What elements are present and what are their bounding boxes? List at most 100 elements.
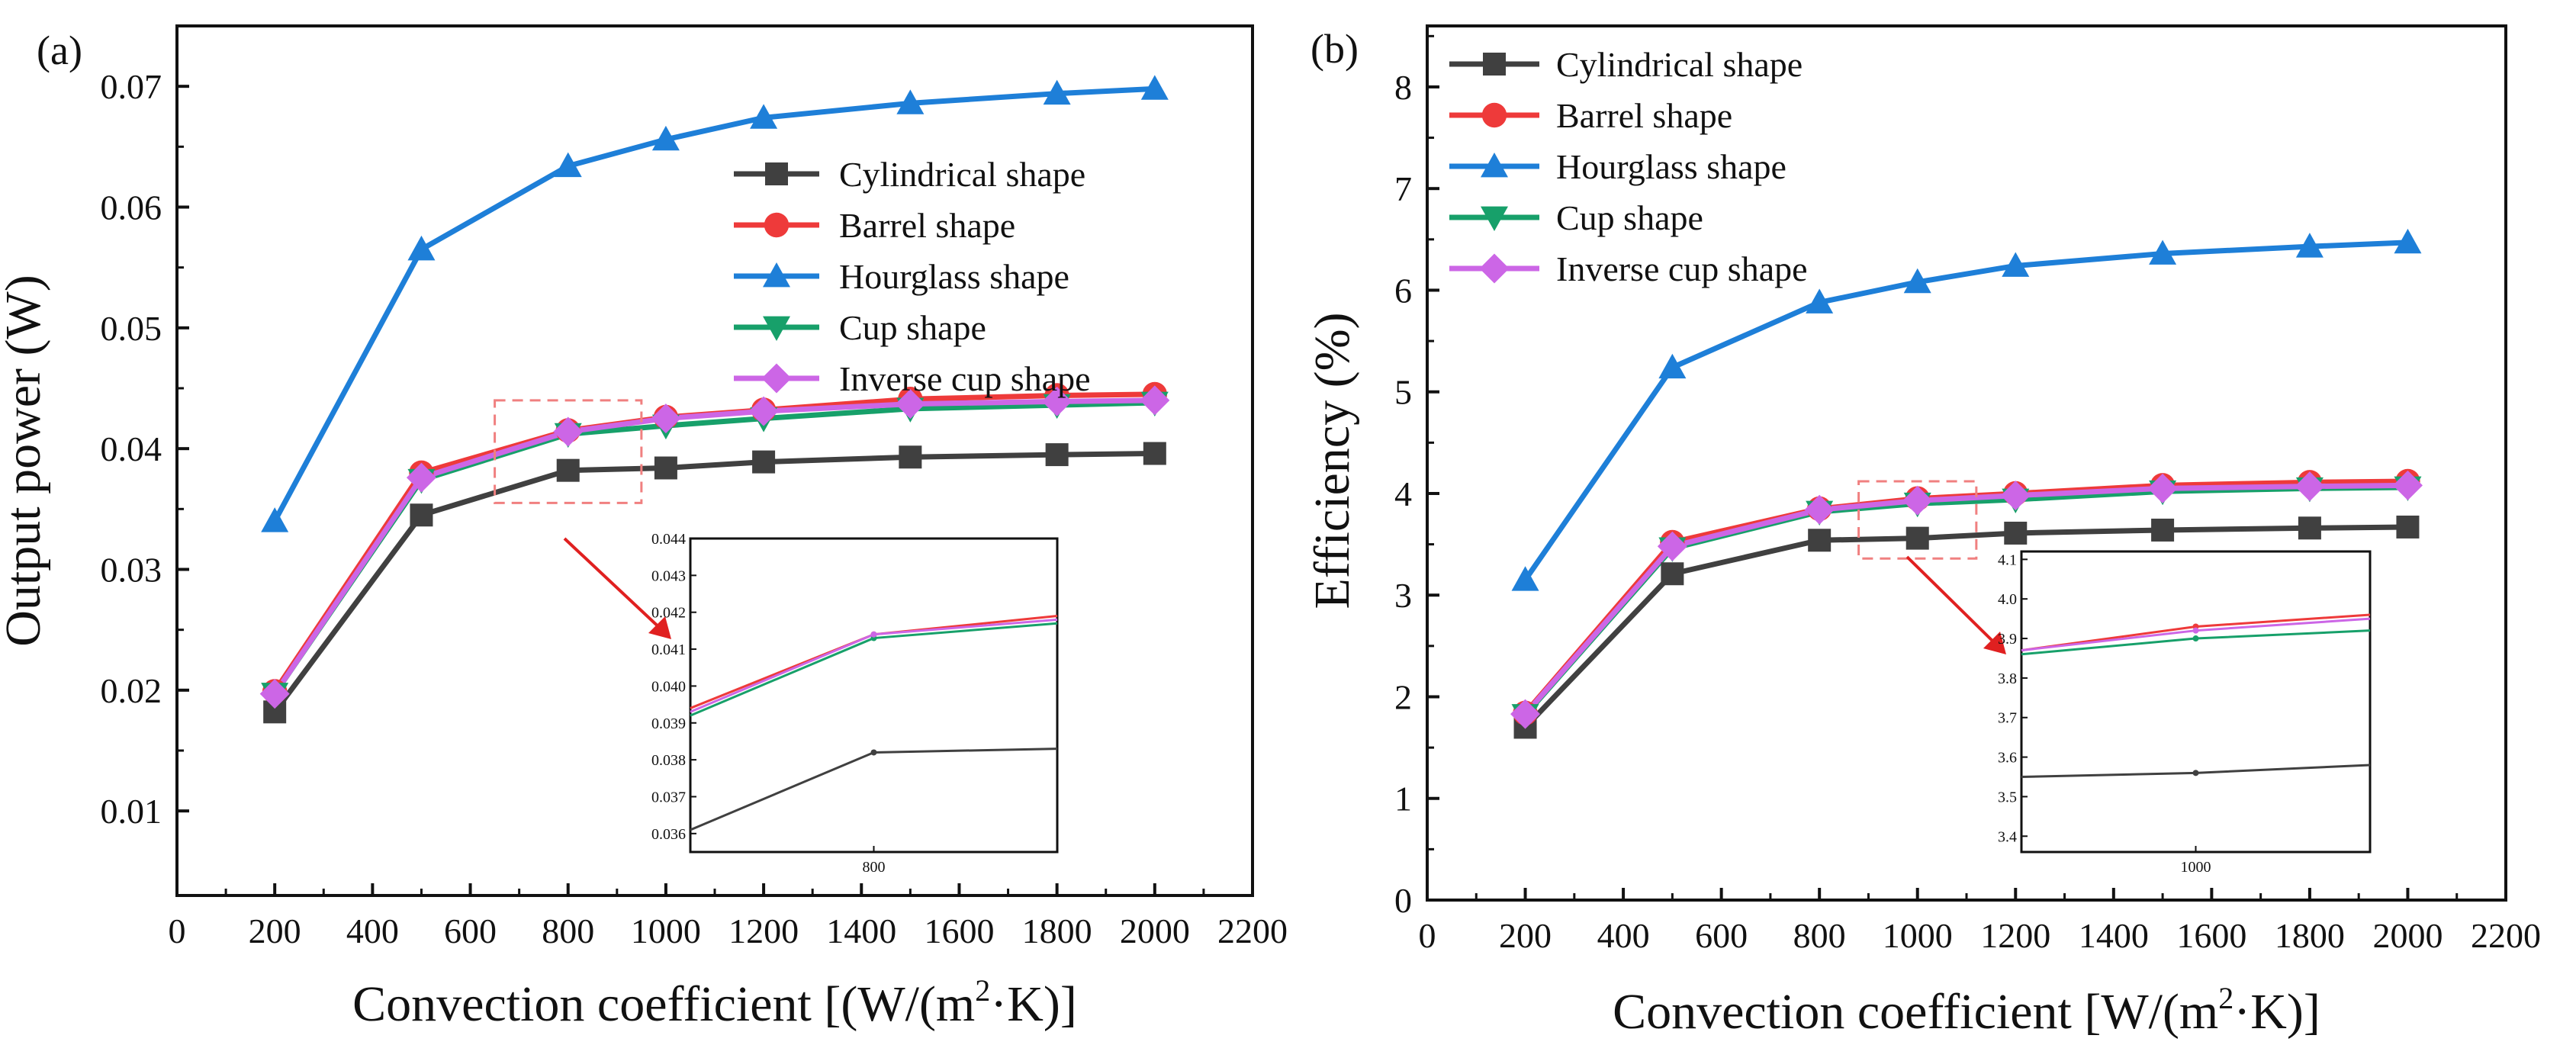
data-point [1042, 386, 1073, 416]
data-point [556, 458, 580, 482]
data-point [2392, 470, 2423, 500]
zoom-box [494, 399, 643, 504]
x-tick-label: 400 [346, 911, 399, 950]
x-axis-label-prefix: Convection coefficient [(W/(m [352, 976, 975, 1032]
data-point [1905, 526, 1929, 550]
legend-label: Cup shape [839, 308, 986, 347]
series-line-4 [272, 397, 1155, 696]
data-point [2004, 521, 2028, 545]
y-tick-label: 5 [1394, 373, 1412, 412]
x-tick-label: 600 [444, 911, 497, 950]
x-tick-label: 2000 [1120, 911, 1190, 950]
x-tick-label: 600 [1695, 916, 1748, 955]
inset-y-tick-label: 3.5 [1998, 789, 2017, 805]
data-point [407, 235, 436, 261]
data-point [895, 389, 925, 420]
x-tick-label: 1200 [728, 911, 799, 950]
legend-marker [765, 162, 788, 185]
data-point [651, 125, 680, 151]
y-tick-label: 0.06 [101, 188, 162, 227]
x-axis-label-sup: 2 [2218, 981, 2233, 1015]
x-tick-label: 1400 [2079, 916, 2149, 955]
legend-label: Hourglass shape [1556, 147, 1786, 186]
data-point [1806, 288, 1834, 313]
y-tick-label: 0.03 [101, 551, 162, 590]
x-axis-label-suffix: ·K)] [990, 976, 1077, 1032]
x-axis-label-prefix: Convection coefficient [W/(m [1613, 984, 2218, 1040]
data-point [2295, 471, 2325, 502]
legend-marker [763, 316, 790, 341]
legend-marker [1483, 53, 1506, 76]
data-point [752, 450, 776, 474]
inset-data-point [2192, 770, 2199, 776]
inset-y-tick-label: 0.040 [651, 678, 686, 695]
x-axis-label-sup: 2 [975, 973, 990, 1008]
zoom-arrow-head [1983, 632, 2006, 654]
data-point [406, 462, 436, 493]
data-point [1043, 79, 1071, 105]
y-tick-label: 0.07 [101, 67, 162, 106]
y-tick-label: 0.02 [101, 671, 162, 710]
zoom-box [1857, 480, 1978, 560]
inset-data-point [2192, 635, 2199, 642]
data-point [1902, 485, 1933, 516]
data-point [259, 679, 290, 709]
x-axis-label-suffix: ·K)] [2233, 984, 2320, 1040]
inset-frame [689, 537, 1059, 854]
inset-y-tick-label: 0.039 [651, 715, 686, 732]
data-point [2394, 228, 2422, 254]
y-tick-label: 0.05 [101, 309, 162, 348]
y-tick-label: 6 [1394, 271, 1412, 310]
inset-chart: 3.4 3.5 3.6 3.7 3.8 3.9 4.0 4.1 1000 [1998, 550, 2372, 876]
panel-label: (b) [1311, 26, 1359, 72]
data-point [1140, 75, 1169, 100]
x-tick-label: 1800 [2275, 916, 2345, 955]
chart-panel-b: 0 200 400 600 800 1000 1200 1400 1600 1800 2000 220… [1304, 24, 2541, 1040]
inset-data-point [870, 631, 877, 638]
x-tick-label: 400 [1597, 916, 1650, 955]
inset-frame [2020, 550, 2372, 854]
series-line-0 [272, 451, 1155, 714]
inset-y-tick-label: 4.1 [1998, 551, 2017, 568]
data-point [410, 503, 433, 527]
inset-y-tick-label: 0.044 [651, 531, 686, 548]
legend-marker [1481, 102, 1507, 128]
data-point [1143, 442, 1166, 465]
x-tick-label: 2200 [1217, 911, 1288, 950]
x-tick-label: 1800 [1022, 911, 1092, 950]
x-tick-label: 1400 [826, 911, 896, 950]
data-point [2396, 515, 2420, 539]
inset-y-tick-label: 0.042 [651, 605, 686, 622]
y-tick-label: 3 [1394, 576, 1412, 615]
y-axis-label: Output power (W) [0, 275, 51, 647]
zoom-arrow [1905, 555, 2000, 648]
legend-label: Cylindrical shape [1556, 45, 1803, 84]
y-tick-label: 2 [1394, 677, 1412, 716]
inset-x-tick-label: 800 [863, 859, 886, 876]
inset-y-tick-label: 3.8 [1998, 670, 2017, 687]
x-tick-label: 1000 [1883, 916, 1953, 955]
data-point [2151, 518, 2175, 542]
inset-y-tick-label: 0.036 [651, 826, 686, 843]
data-point [553, 416, 584, 447]
data-point [896, 89, 925, 114]
data-point [1903, 268, 1931, 294]
chart-panel-a: 0 200 400 600 800 1000 1200 1400 1600 1800 2000 220… [0, 24, 1288, 1032]
zoom-arrow [563, 537, 665, 633]
data-point [1140, 385, 1170, 416]
inset-y-tick-label: 0.041 [651, 641, 686, 658]
series-line-0 [1523, 524, 2408, 729]
zoom-arrow-head [648, 616, 671, 639]
y-tick-label: 0 [1394, 881, 1412, 920]
legend-label: Cylindrical shape [839, 155, 1085, 194]
data-point [654, 456, 677, 480]
series-line-2 [1523, 240, 2408, 582]
legend-label: Cup shape [1556, 198, 1703, 237]
y-tick-label: 0.01 [101, 792, 162, 831]
y-axis-label: Efficiency (%) [1304, 312, 1360, 609]
legend-marker [764, 212, 790, 238]
data-point [651, 404, 681, 434]
x-tick-label: 1600 [924, 911, 994, 950]
data-point [1658, 353, 1687, 379]
inset-y-tick-label: 0.038 [651, 752, 686, 769]
